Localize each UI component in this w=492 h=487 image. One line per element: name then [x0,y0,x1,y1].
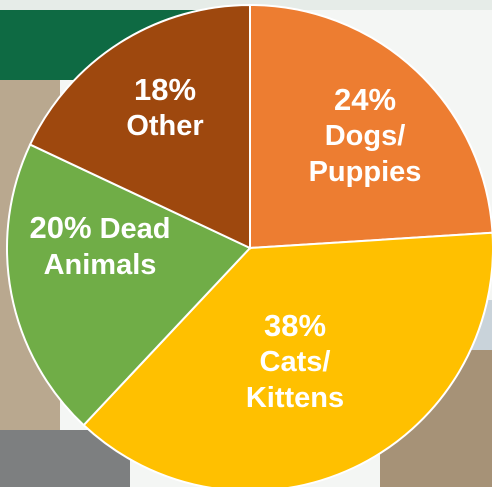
category-label: Cats/ Kittens [246,346,344,414]
value-label: 18% [90,72,240,108]
category-label: Dogs/ Puppies [309,120,422,188]
value-label: 24% [290,82,440,118]
value-label: 38% [220,308,370,344]
slide: 24% Dogs/ Puppies 38% Cats/ Kittens 20% De… [0,0,492,487]
value-label: 20% [29,210,91,245]
slice-label: 24% Dogs/ Puppies [290,82,440,190]
category-label: Other [126,110,203,142]
slice-label: 38% Cats/ Kittens [220,308,370,416]
slice-label: 18% Other [90,72,240,144]
slice-label: 20% Dead Animals [5,210,195,283]
